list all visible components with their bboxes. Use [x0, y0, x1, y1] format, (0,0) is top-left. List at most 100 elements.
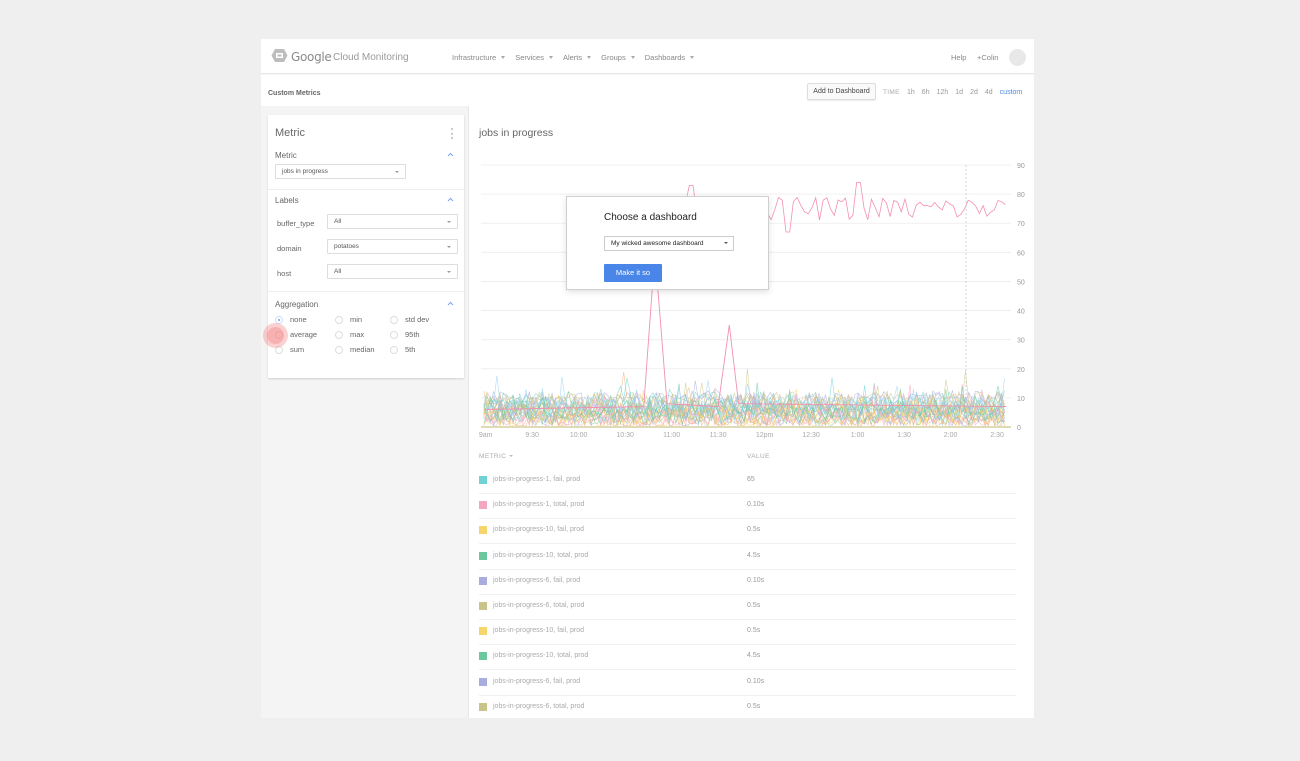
spike-series-line [485, 252, 1007, 410]
radio-std-dev[interactable]: std dev [390, 315, 429, 324]
metric-name: jobs-in-progress-10, total, prod [493, 551, 589, 559]
time-option-1d[interactable]: 1d [955, 89, 964, 96]
x-tick-label: 9:30 [525, 432, 539, 439]
label-name-buffer-type: buffer_type [277, 219, 315, 228]
radio-min[interactable]: min [335, 315, 362, 324]
nav-label: Services [515, 53, 544, 62]
chevron-down-icon [447, 271, 451, 273]
time-option-12h[interactable]: 12h [936, 89, 949, 96]
metric-select-value: jobs in progress [282, 168, 328, 175]
top-nav-bar: Google Cloud Monitoring Infrastructure S… [261, 39, 1034, 74]
aggregation-section-title: Aggregation [275, 300, 319, 309]
nav-alerts[interactable]: Alerts [562, 53, 592, 62]
radio-label: sum [290, 345, 305, 354]
radio-label: average [290, 330, 318, 339]
metric-name: jobs-in-progress-6, total, prod [493, 602, 585, 609]
make-it-so-button[interactable]: Make it so [604, 264, 662, 282]
table-row[interactable]: jobs-in-progress-6, total, prod 0.5s [479, 595, 1016, 620]
x-tick-label: 10:30 [616, 432, 634, 439]
table-row[interactable]: jobs-in-progress-10, total, prod 4.5s [479, 645, 1016, 671]
nav-label: Alerts [562, 53, 583, 62]
time-option-6h[interactable]: 6h [921, 89, 930, 96]
labels-section-title: Labels [275, 196, 299, 205]
dialog-title: Choose a dashboard [604, 212, 697, 223]
radio-5th[interactable]: 5th [390, 345, 415, 354]
radio-sum[interactable]: sum [275, 345, 304, 354]
table-row[interactable]: jobs-in-progress-6, total, prod 0.5s [479, 696, 1016, 718]
metric-name: jobs-in-progress-10, fail, prod [493, 526, 585, 534]
radio-95th[interactable]: 95th [390, 330, 420, 339]
column-header-metric[interactable]: METRIC [479, 453, 514, 460]
line-chart[interactable]: 0 10 20 30 40 50 60 70 80 90 9am 9:30 10:00 10:30 11:0… [471, 157, 1031, 442]
x-tick-label: 11:00 [663, 432, 680, 439]
more-options-icon[interactable] [451, 128, 454, 139]
metric-value: 4.5s [747, 551, 761, 559]
metric-value: 0.5s [747, 702, 761, 710]
noise-series-line [483, 370, 1005, 413]
nav-services[interactable]: Services [515, 53, 553, 62]
nav-dashboards[interactable]: Dashboards [644, 53, 695, 62]
table-row[interactable]: jobs-in-progress-1, total, prod 0.10s [479, 494, 1016, 520]
choose-dashboard-dialog: Choose a dashboard My wicked awesome das… [566, 196, 769, 290]
metric-name: jobs-in-progress-1, total, prod [493, 501, 585, 509]
nav-infrastructure[interactable]: Infrastructure [452, 53, 506, 62]
table-row[interactable]: jobs-in-progress-6, fail, prod 0.10s [479, 671, 1016, 696]
chevron-down-icon [630, 56, 635, 59]
host-select[interactable]: All [327, 264, 458, 279]
radio-dot [390, 345, 398, 354]
domain-select[interactable]: potatoes [327, 239, 458, 254]
chevron-up-icon[interactable] [447, 196, 454, 203]
y-tick-label: 60 [1017, 250, 1025, 257]
radio-label: median [350, 345, 375, 354]
table-row[interactable]: jobs-in-progress-1, fail, prod 65 [479, 469, 1016, 494]
radio-dot [275, 315, 283, 324]
table-row[interactable]: jobs-in-progress-10, fail, prod 0.5s [479, 519, 1016, 545]
add-to-dashboard-button[interactable]: Add to Dashboard [807, 83, 876, 100]
table-row[interactable]: jobs-in-progress-10, fail, prod 0.5s [479, 620, 1016, 646]
noise-series-line [483, 388, 1005, 424]
radio-median[interactable]: median [335, 345, 375, 354]
radio-average[interactable]: average [275, 330, 317, 339]
metric-name: jobs-in-progress-6, total, prod [493, 702, 585, 710]
radio-max[interactable]: max [335, 330, 364, 339]
time-option-custom[interactable]: custom [999, 89, 1023, 96]
page-title: Custom Metrics [268, 90, 321, 97]
y-tick-label: 40 [1017, 309, 1025, 316]
help-link[interactable]: Help [951, 53, 967, 62]
y-tick-label: 10 [1017, 396, 1025, 403]
avatar[interactable] [1009, 49, 1026, 66]
chevron-down-icon [447, 246, 451, 248]
noise-series-line [483, 380, 1005, 414]
y-tick-label: 80 [1017, 192, 1025, 199]
metric-name: jobs-in-progress-6, fail, prod [493, 677, 581, 685]
y-tick-label: 30 [1017, 338, 1025, 345]
time-option-4d[interactable]: 4d [984, 89, 993, 96]
table-row[interactable]: jobs-in-progress-6, fail, prod 0.10s [479, 570, 1016, 595]
x-tick-label: 2:00 [944, 432, 958, 439]
radio-dot [390, 330, 398, 339]
metric-select[interactable]: jobs in progress [275, 164, 406, 179]
radio-none[interactable]: none [275, 315, 307, 324]
chevron-down-icon [548, 56, 553, 59]
chevron-up-icon[interactable] [447, 151, 454, 158]
column-header-value[interactable]: VALUE [747, 453, 770, 460]
chevron-down-icon [587, 56, 592, 59]
y-tick-label: 50 [1017, 279, 1025, 286]
nav-groups[interactable]: Groups [601, 53, 635, 62]
y-tick-label: 70 [1017, 221, 1025, 228]
metric-name: jobs-in-progress-6, fail, prod [493, 576, 581, 584]
chevron-up-icon[interactable] [447, 300, 454, 307]
x-tick-label: 11:30 [710, 432, 727, 439]
y-tick-label: 0 [1017, 425, 1021, 432]
app-window: Google Cloud Monitoring Infrastructure S… [261, 39, 1034, 718]
time-option-1h[interactable]: 1h [907, 89, 915, 96]
time-option-2d[interactable]: 2d [970, 89, 978, 96]
user-link[interactable]: +Colin [977, 53, 999, 62]
buffer-type-select[interactable]: All [327, 214, 458, 229]
metric-value: 4.5s [747, 652, 761, 660]
nav-label: Dashboards [644, 53, 686, 62]
dashboard-select[interactable]: My wicked awesome dashboard [604, 236, 734, 251]
table-row[interactable]: jobs-in-progress-10, total, prod 4.5s [479, 545, 1016, 570]
x-tick-label: 2:30 [990, 432, 1004, 439]
x-tick-label: 1:30 [897, 432, 911, 439]
